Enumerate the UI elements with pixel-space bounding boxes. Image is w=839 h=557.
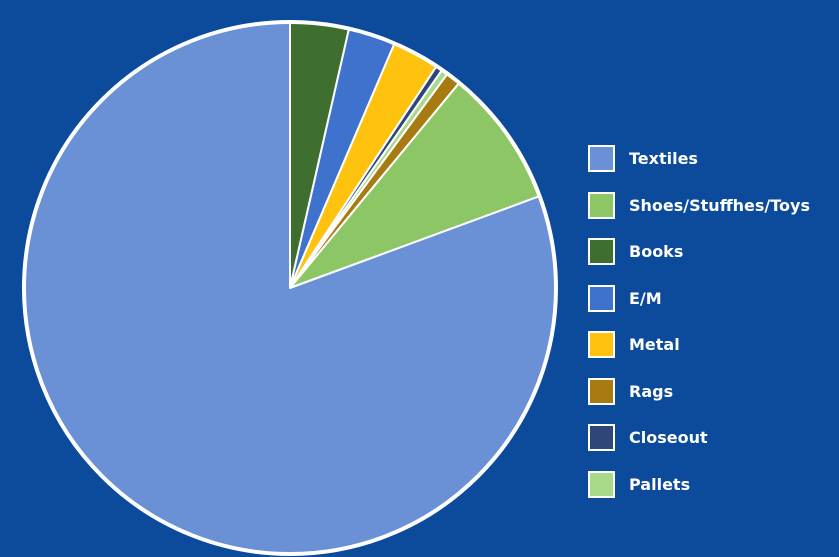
legend-swatch-e-m [588, 284, 615, 312]
legend-swatch-pallets [588, 470, 615, 498]
legend-label-books: Books [629, 242, 684, 261]
legend-swatch-metal [588, 331, 615, 358]
legend-swatch-rags [588, 377, 615, 405]
pie-slices [23, 21, 558, 555]
legend-label-e-m: E/M [629, 288, 662, 308]
legend-label-pallets: Pallets [629, 474, 691, 494]
legend-item-books: Books [588, 236, 839, 267]
legend-label-textiles: Textiles [629, 149, 698, 168]
legend-item-pallets: Pallets [588, 469, 839, 500]
legend-label-metal: Metal [629, 335, 680, 354]
legend-item-closeout: Closeout [588, 422, 839, 453]
legend-item-textiles: Textiles [588, 143, 839, 174]
legend-swatch-shoes-stuffhes-toys [588, 191, 615, 219]
legend-swatch-closeout [588, 424, 615, 451]
legend-item-e-m: E/M [588, 283, 839, 314]
legend-item-shoes-stuffhes-toys: Shoes/Stuffhes/Toys [588, 190, 839, 221]
legend-label-rags: Rags [629, 381, 674, 401]
legend: Textiles Shoes/Stuffhes/Toys Books E/M M… [588, 143, 839, 515]
legend-swatch-textiles [588, 145, 615, 172]
legend-item-metal: Metal [588, 329, 839, 360]
legend-swatch-books [588, 238, 615, 265]
legend-item-rags: Rags [588, 376, 839, 407]
legend-label-shoes-stuffhes-toys: Shoes/Stuffhes/Toys [629, 195, 810, 215]
pie-outline [22, 20, 558, 556]
legend-label-closeout: Closeout [629, 428, 708, 447]
